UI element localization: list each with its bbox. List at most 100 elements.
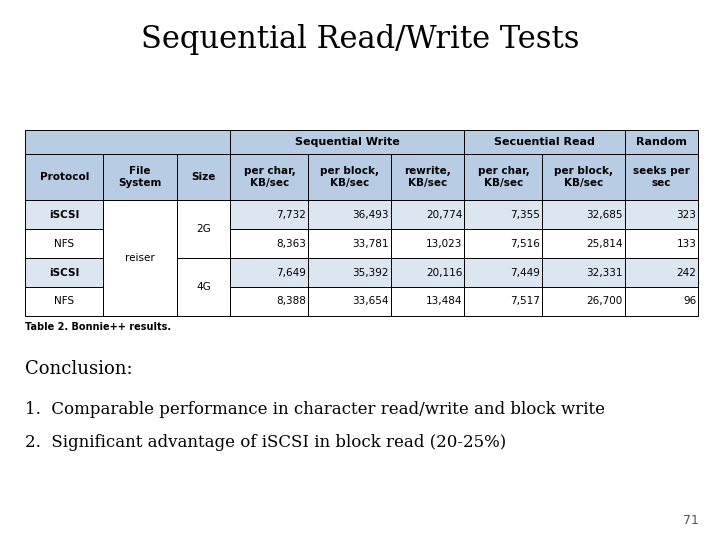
Text: 71: 71	[683, 514, 698, 526]
Text: per char,
KB/sec: per char, KB/sec	[477, 166, 529, 188]
Text: 20,774: 20,774	[426, 210, 462, 220]
Bar	[542, 230, 624, 258]
Text: 1.  Comparable performance in character read/write and block write: 1. Comparable performance in character r…	[25, 401, 606, 417]
Bar	[25, 230, 103, 258]
Text: 2G: 2G	[197, 224, 211, 234]
Text: NFS: NFS	[54, 239, 74, 249]
Text: 2.  Significant advantage of iSCSI in block read (20-25%): 2. Significant advantage of iSCSI in blo…	[25, 434, 506, 451]
Bar	[230, 200, 308, 230]
Bar	[624, 200, 698, 230]
Text: 13,023: 13,023	[426, 239, 462, 249]
Bar	[464, 154, 542, 200]
Bar	[230, 287, 308, 316]
Text: iSCSI: iSCSI	[49, 210, 79, 220]
Text: 7,355: 7,355	[510, 210, 540, 220]
Bar	[230, 130, 464, 154]
Bar	[103, 154, 177, 200]
Bar	[464, 230, 542, 258]
Bar	[177, 287, 230, 316]
Bar	[103, 230, 177, 258]
Bar	[25, 287, 103, 316]
Bar	[25, 130, 230, 154]
Bar	[230, 230, 308, 258]
Bar	[25, 258, 103, 287]
Text: Protocol: Protocol	[40, 172, 89, 182]
Bar	[103, 200, 177, 316]
Text: seeks per
sec: seeks per sec	[633, 166, 690, 188]
Text: 323: 323	[676, 210, 696, 220]
Bar	[103, 258, 177, 287]
Text: Table 2. Bonnie++ results.: Table 2. Bonnie++ results.	[25, 322, 171, 333]
Bar	[103, 287, 177, 316]
Text: NFS: NFS	[54, 296, 74, 307]
Bar	[390, 200, 464, 230]
Text: 35,392: 35,392	[352, 268, 388, 278]
Bar	[177, 200, 230, 258]
Bar	[542, 200, 624, 230]
Text: 33,654: 33,654	[352, 296, 388, 307]
Text: 96: 96	[683, 296, 696, 307]
Bar	[25, 200, 103, 230]
Bar	[624, 258, 698, 287]
Text: Conclusion:: Conclusion:	[25, 360, 132, 378]
Text: 7,449: 7,449	[510, 268, 540, 278]
Bar	[308, 287, 390, 316]
Text: 4G: 4G	[197, 282, 211, 292]
Bar	[464, 130, 624, 154]
Bar	[390, 230, 464, 258]
Text: 13,484: 13,484	[426, 296, 462, 307]
Bar	[624, 230, 698, 258]
Text: 25,814: 25,814	[586, 239, 622, 249]
Text: per char,
KB/sec: per char, KB/sec	[243, 166, 295, 188]
Bar	[25, 154, 103, 200]
Bar	[230, 154, 308, 200]
Text: Sequential Write: Sequential Write	[295, 137, 400, 147]
Bar	[390, 154, 464, 200]
Text: per block,
KB/sec: per block, KB/sec	[320, 166, 379, 188]
Bar	[308, 258, 390, 287]
Bar	[230, 258, 308, 287]
Bar	[464, 287, 542, 316]
Bar	[177, 230, 230, 258]
Text: Sequential Read/Write Tests: Sequential Read/Write Tests	[140, 24, 580, 55]
Bar	[624, 130, 698, 154]
Text: 8,363: 8,363	[276, 239, 306, 249]
Text: iSCSI: iSCSI	[49, 268, 79, 278]
Text: 33,781: 33,781	[352, 239, 388, 249]
Text: 7,649: 7,649	[276, 268, 306, 278]
Text: 7,517: 7,517	[510, 296, 540, 307]
Text: per block,
KB/sec: per block, KB/sec	[554, 166, 613, 188]
Text: 7,732: 7,732	[276, 210, 306, 220]
Bar	[177, 258, 230, 316]
Text: 32,685: 32,685	[586, 210, 622, 220]
Text: 8,388: 8,388	[276, 296, 306, 307]
Text: 242: 242	[676, 268, 696, 278]
Text: Secuential Read: Secuential Read	[494, 137, 595, 147]
Text: 36,493: 36,493	[352, 210, 388, 220]
Bar	[390, 258, 464, 287]
Text: File
System: File System	[119, 166, 162, 188]
Text: Random: Random	[636, 137, 687, 147]
Bar	[624, 287, 698, 316]
Text: 133: 133	[676, 239, 696, 249]
Text: 32,331: 32,331	[586, 268, 622, 278]
Text: 7,516: 7,516	[510, 239, 540, 249]
Text: rewrite,
KB/sec: rewrite, KB/sec	[404, 166, 451, 188]
Text: 26,700: 26,700	[586, 296, 622, 307]
Bar	[624, 154, 698, 200]
Bar	[103, 200, 177, 230]
Text: reiser: reiser	[125, 253, 155, 263]
Bar	[390, 287, 464, 316]
Bar	[464, 200, 542, 230]
Bar	[177, 258, 230, 287]
Text: Size: Size	[192, 172, 216, 182]
Bar	[542, 287, 624, 316]
Bar	[308, 230, 390, 258]
Bar	[542, 154, 624, 200]
Text: 20,116: 20,116	[426, 268, 462, 278]
Bar	[177, 154, 230, 200]
Bar	[464, 258, 542, 287]
Bar	[308, 200, 390, 230]
Bar	[308, 154, 390, 200]
Bar	[177, 200, 230, 230]
